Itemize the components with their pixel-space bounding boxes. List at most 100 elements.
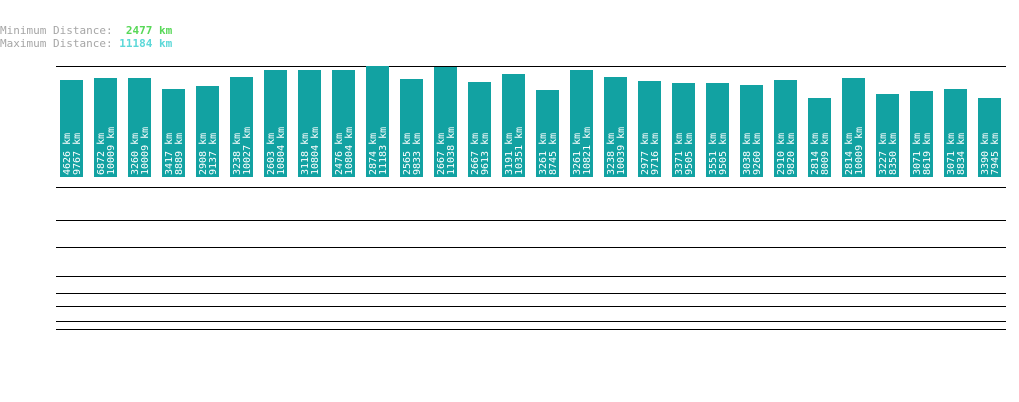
max-distance-label: 9260 km <box>752 133 763 175</box>
distance-bar <box>502 74 525 177</box>
bar-group: 3071 km 8834 km <box>944 89 967 177</box>
bar-group: 2814 km 8009 km <box>808 98 831 177</box>
max-distance-label: 8350 km <box>888 133 899 175</box>
distance-bar <box>332 70 355 177</box>
min-distance-label: 3260 km <box>130 133 141 175</box>
distance-bar <box>264 70 287 177</box>
bar-group: 3238 km 10027 km <box>230 77 253 177</box>
legend-max-label: Maximum Distance: <box>0 37 113 50</box>
bar-group: 3371 km 9505 km <box>672 83 695 177</box>
min-distance-label: 2908 km <box>198 133 209 175</box>
bar-group: 2910 km 9820 km <box>774 80 797 177</box>
bar-group: 3261 km 8745 km <box>536 90 559 177</box>
distance-bar <box>910 91 933 177</box>
max-distance-label: 9505 km <box>684 133 695 175</box>
distance-bar <box>230 77 253 177</box>
distance-bar <box>978 98 1001 177</box>
bar-group: 2667 km 11038 km <box>434 67 457 177</box>
distance-bar <box>706 83 729 177</box>
max-distance-label: 7945 km <box>990 133 1001 175</box>
bar-group: 3118 km 10804 km <box>298 70 321 177</box>
bar-group: 2565 km 9833 km <box>400 79 423 177</box>
max-distance-label: 10009 km <box>140 127 151 175</box>
bar-group: 3551 km 9505 km <box>706 83 729 177</box>
bar-group: 6872 km 10009 km <box>94 78 117 177</box>
min-distance-label: 3261 km <box>538 133 549 175</box>
bar-group: 2603 km 10804 km <box>264 70 287 177</box>
min-distance-label: 3261 km <box>572 133 583 175</box>
min-distance-label: 6872 km <box>96 133 107 175</box>
max-distance-label: 10009 km <box>106 127 117 175</box>
min-distance-label: 2874 km <box>368 133 379 175</box>
distance-bar <box>808 98 831 177</box>
bar-group: 3417 km 8889 km <box>162 89 185 177</box>
bar-group: 3038 km 9260 km <box>740 85 763 177</box>
min-distance-label: 2667 km <box>470 133 481 175</box>
distance-bar <box>604 77 627 177</box>
min-distance-label: 2476 km <box>334 133 345 175</box>
distance-bar <box>740 85 763 177</box>
distance-bar <box>876 94 899 177</box>
max-distance-label: 9505 km <box>718 133 729 175</box>
legend-min-row: Minimum Distance: 2477 km <box>0 24 172 37</box>
max-distance-label: 10351 km <box>514 127 525 175</box>
min-distance-label: 3371 km <box>674 133 685 175</box>
min-distance-label: 4626 km <box>62 133 73 175</box>
min-distance-label: 3118 km <box>300 133 311 175</box>
max-distance-label: 10027 km <box>242 127 253 175</box>
legend-max-value: 11184 km <box>119 37 173 50</box>
distance-bar <box>570 70 593 177</box>
min-distance-label: 3417 km <box>164 133 175 175</box>
min-distance-label: 3071 km <box>946 133 957 175</box>
distance-bar <box>366 66 389 177</box>
bar-group: 2874 km 11183 km <box>366 66 389 177</box>
bar-group: 3260 km 10009 km <box>128 78 151 177</box>
distance-bar <box>774 80 797 177</box>
max-distance-label: 11038 km <box>446 127 457 175</box>
distance-bar <box>536 90 559 177</box>
max-distance-label: 9820 km <box>786 133 797 175</box>
bar-group: 4626 km 9767 km <box>60 80 83 177</box>
max-distance-label: 9716 km <box>650 133 661 175</box>
bar-group: 3191 km 10351 km <box>502 74 525 177</box>
distance-bar <box>638 81 661 177</box>
distance-bar <box>468 82 491 177</box>
distance-bar <box>128 78 151 177</box>
distance-bar <box>196 86 219 177</box>
max-distance-label: 8889 km <box>174 133 185 175</box>
max-distance-label: 10009 km <box>854 127 865 175</box>
distance-bar <box>60 80 83 177</box>
bar-group: 3238 km 10039 km <box>604 77 627 177</box>
bar-group: 3261 km 10821 km <box>570 70 593 177</box>
max-distance-label: 8619 km <box>922 133 933 175</box>
distance-bar <box>672 83 695 177</box>
max-distance-label: 8009 km <box>820 133 831 175</box>
bar-group: 3071 km 8619 km <box>910 91 933 177</box>
max-distance-label: 10821 km <box>582 127 593 175</box>
distance-legend: Minimum Distance: 2477 km Maximum Distan… <box>0 24 172 50</box>
max-distance-label: 11183 km <box>378 127 389 175</box>
min-distance-label: 2565 km <box>402 133 413 175</box>
distance-bar <box>842 78 865 177</box>
min-distance-label: 3238 km <box>606 133 617 175</box>
bar-group: 2667 km 9613 km <box>468 82 491 177</box>
bar-group: 2814 km 10009 km <box>842 78 865 177</box>
max-distance-label: 8834 km <box>956 133 967 175</box>
bar-group: 2908 km 9137 km <box>196 86 219 177</box>
min-distance-label: 3191 km <box>504 133 515 175</box>
distance-bar <box>162 89 185 177</box>
min-distance-label: 2667 km <box>436 133 447 175</box>
min-distance-label: 2910 km <box>776 133 787 175</box>
bar-group: 2977 km 9716 km <box>638 81 661 177</box>
legend-min-value: 2477 km <box>125 24 173 37</box>
distance-bar <box>434 67 457 177</box>
max-distance-label: 10804 km <box>310 127 321 175</box>
max-distance-label: 9613 km <box>480 133 491 175</box>
min-distance-label: 3551 km <box>708 133 719 175</box>
legend-min-label: Minimum Distance: <box>0 24 113 37</box>
distance-bar <box>944 89 967 177</box>
bar-group: 2476 km 10804 km <box>332 70 355 177</box>
max-distance-label: 10804 km <box>344 127 355 175</box>
max-distance-label: 9833 km <box>412 133 423 175</box>
